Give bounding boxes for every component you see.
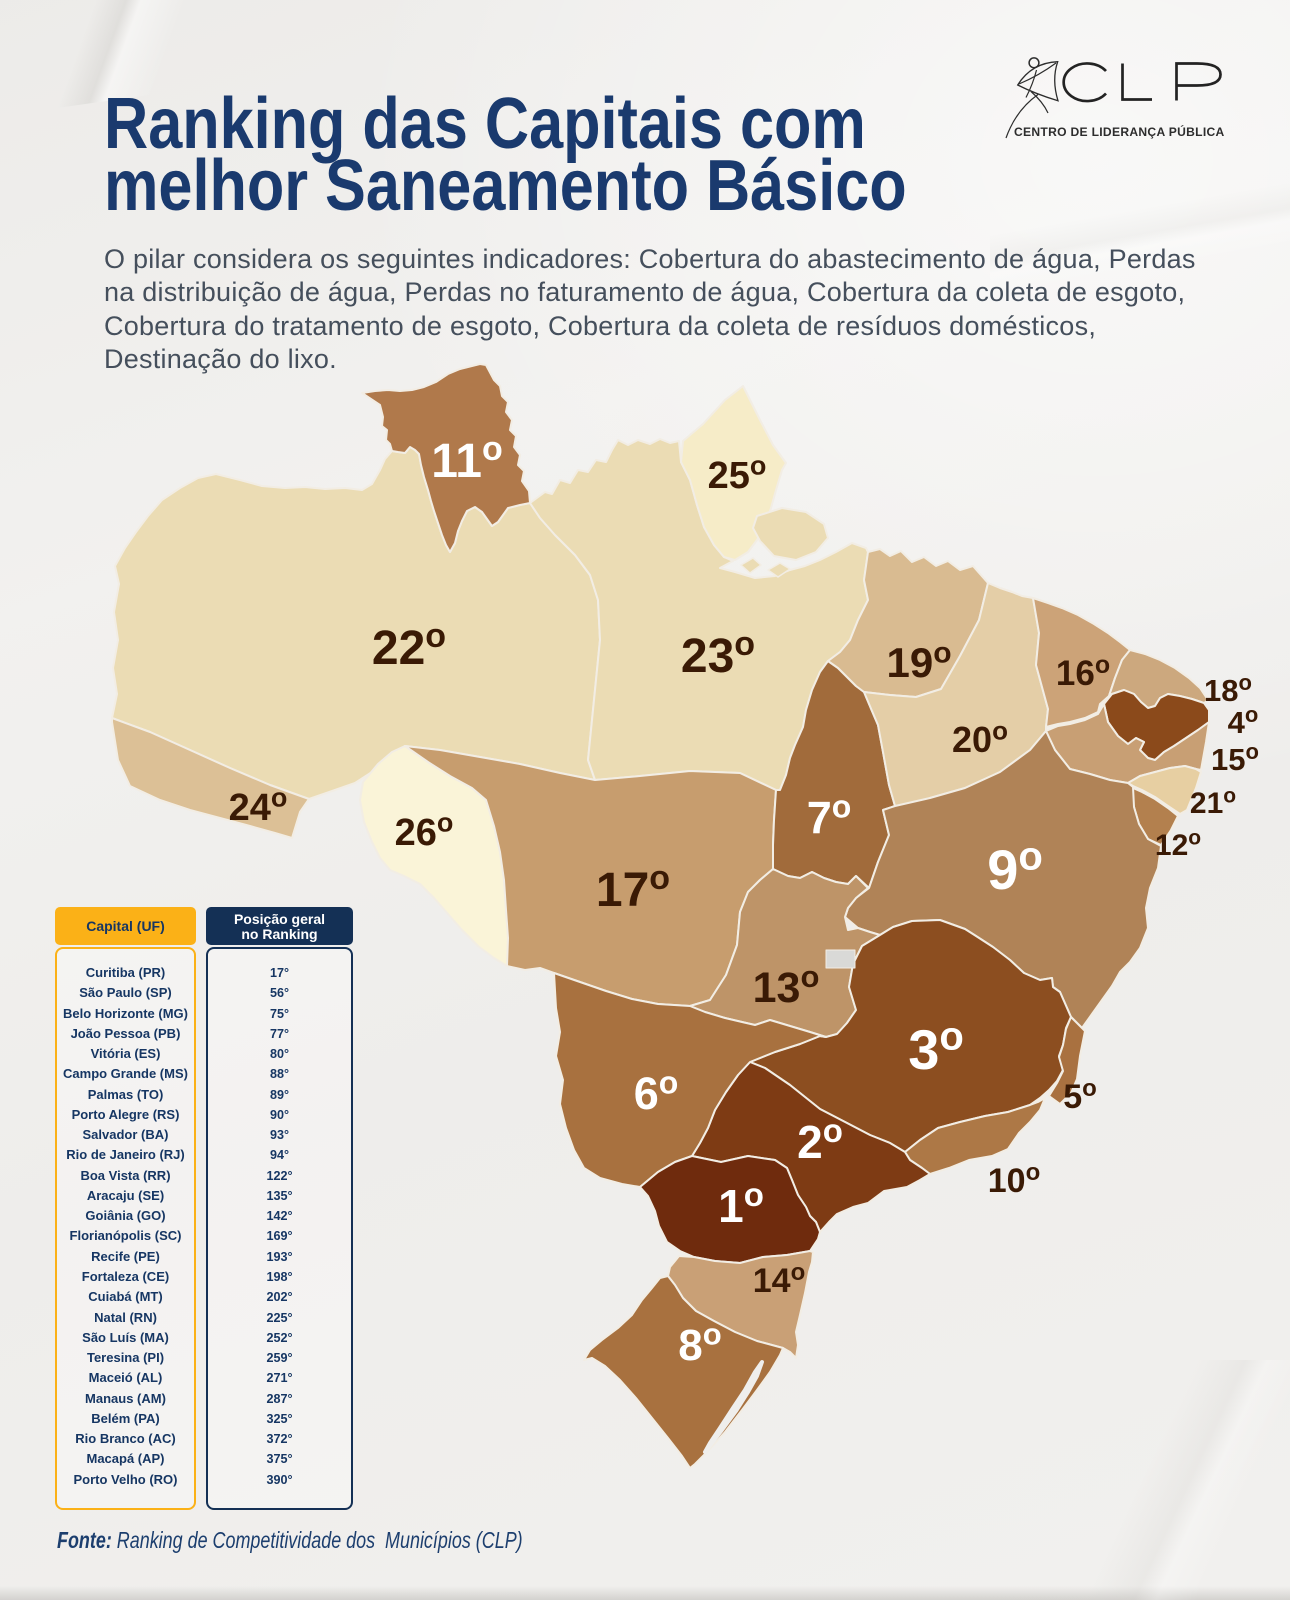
svg-text:1o: 1o: [718, 1176, 764, 1232]
svg-text:10o: 10o: [988, 1159, 1041, 1200]
svg-text:16o: 16o: [1056, 651, 1110, 693]
svg-text:8o: 8o: [678, 1317, 721, 1370]
svg-text:13o: 13o: [753, 959, 820, 1012]
svg-text:7o: 7o: [807, 788, 852, 843]
svg-text:21o: 21o: [1190, 785, 1236, 821]
svg-text:5o: 5o: [1063, 1075, 1097, 1116]
svg-text:14o: 14o: [753, 1259, 806, 1300]
svg-text:22o: 22o: [372, 617, 446, 675]
svg-text:26o: 26o: [395, 808, 454, 854]
svg-text:12o: 12o: [1155, 827, 1201, 863]
svg-text:4o: 4o: [1228, 702, 1259, 740]
svg-text:15o: 15o: [1211, 739, 1259, 777]
svg-text:CENTRO DE LIDERANÇA PÚBLICA: CENTRO DE LIDERANÇA PÚBLICA: [1014, 124, 1225, 139]
